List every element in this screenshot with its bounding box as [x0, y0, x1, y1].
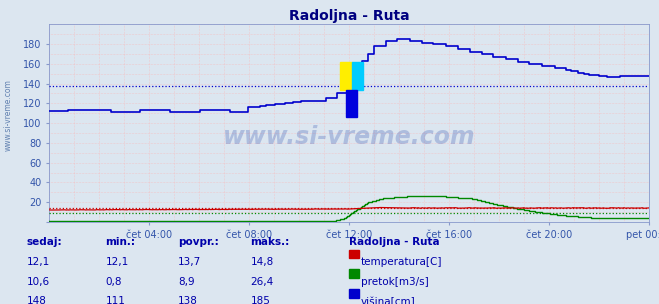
- Bar: [340, 62, 352, 89]
- Text: 10,6: 10,6: [26, 277, 49, 287]
- Bar: [352, 62, 363, 89]
- Text: povpr.:: povpr.:: [178, 237, 219, 247]
- Text: 111: 111: [105, 296, 125, 304]
- Text: sedaj:: sedaj:: [26, 237, 62, 247]
- Text: 138: 138: [178, 296, 198, 304]
- Text: 14,8: 14,8: [250, 257, 273, 267]
- Text: Radoljna - Ruta: Radoljna - Ruta: [349, 237, 440, 247]
- Text: 185: 185: [250, 296, 270, 304]
- Text: 8,9: 8,9: [178, 277, 194, 287]
- Text: 0,8: 0,8: [105, 277, 122, 287]
- Text: www.si-vreme.com: www.si-vreme.com: [223, 125, 476, 149]
- Title: Radoljna - Ruta: Radoljna - Ruta: [289, 9, 410, 23]
- Text: 26,4: 26,4: [250, 277, 273, 287]
- Text: 12,1: 12,1: [26, 257, 49, 267]
- Text: višina[cm]: višina[cm]: [361, 296, 416, 304]
- Text: 12,1: 12,1: [105, 257, 129, 267]
- Text: maks.:: maks.:: [250, 237, 290, 247]
- Text: temperatura[C]: temperatura[C]: [361, 257, 442, 267]
- Text: 13,7: 13,7: [178, 257, 201, 267]
- Text: www.si-vreme.com: www.si-vreme.com: [3, 80, 13, 151]
- Text: pretok[m3/s]: pretok[m3/s]: [361, 277, 428, 287]
- Text: 148: 148: [26, 296, 46, 304]
- Bar: [346, 89, 357, 117]
- Text: min.:: min.:: [105, 237, 136, 247]
